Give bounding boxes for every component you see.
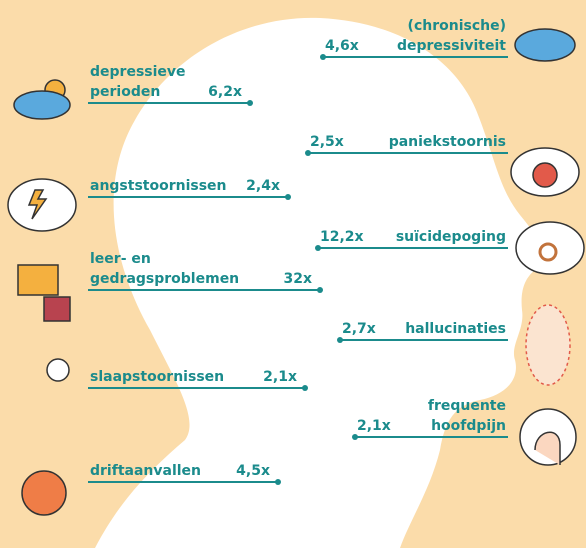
connector-dot: [320, 54, 326, 60]
icon-angry: [22, 471, 66, 515]
item-label: perioden: [90, 84, 160, 100]
connector-dot: [285, 194, 291, 200]
item-label: depressieve: [90, 64, 186, 80]
icon-panic: [511, 148, 579, 196]
icon-rain-cloud-right: [515, 29, 575, 61]
connector-dot: [247, 100, 253, 106]
item-value: 6,2x: [208, 84, 242, 100]
connector-dot: [305, 150, 311, 156]
item-value: 2,5x: [310, 134, 344, 150]
item-label: frequente: [428, 398, 506, 414]
item-label: paniekstoornis: [389, 134, 506, 150]
item-label: gedragsproblemen: [90, 271, 239, 287]
item-label: hoofdpijn: [431, 418, 506, 434]
icon-sleep: [47, 359, 69, 381]
connector-dot: [337, 337, 343, 343]
item-label: suïcidepoging: [396, 229, 506, 245]
connector-dot: [302, 385, 308, 391]
item-value: 32x: [283, 271, 312, 287]
item-label: depressiviteit: [397, 38, 506, 54]
connector-dot: [352, 434, 358, 440]
connector-dot: [317, 287, 323, 293]
icon-lightning: [8, 179, 76, 231]
item-label: driftaanvallen: [90, 463, 201, 479]
icon-hallucination: [526, 305, 570, 385]
item-label: hallucinaties: [405, 321, 506, 337]
item-value: 4,6x: [325, 38, 359, 54]
connector-dot: [275, 479, 281, 485]
item-value: 4,5x: [236, 463, 270, 479]
item-value: 2,7x: [342, 321, 376, 337]
item-value: 2,1x: [263, 369, 297, 385]
item-value: 2,4x: [246, 178, 280, 194]
connector-dot: [315, 245, 321, 251]
item-label: angststoornissen: [90, 178, 227, 194]
infographic: depressieve perioden 6,2x angststoornissen 2…: [0, 0, 586, 548]
item-label: (chronische): [408, 18, 506, 34]
item-value: 12,2x: [320, 229, 364, 245]
item-label: leer- en: [90, 251, 151, 267]
icon-headache: [520, 409, 576, 465]
item-value: 2,1x: [357, 418, 391, 434]
item-label: slaapstoornissen: [90, 369, 224, 385]
icon-noose: [516, 222, 584, 274]
